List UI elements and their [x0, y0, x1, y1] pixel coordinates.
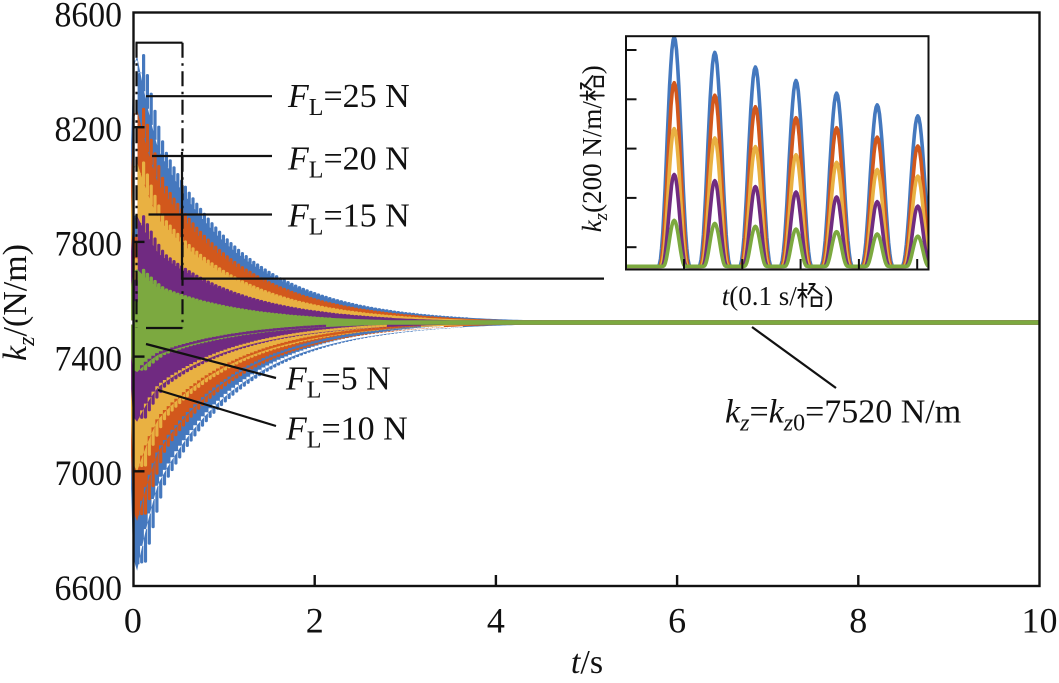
svg-text:): )	[577, 65, 607, 74]
svg-text:8600: 8600	[55, 0, 123, 34]
svg-text:kz(200 N/m/: kz(200 N/m/	[577, 101, 612, 233]
svg-text:8200: 8200	[55, 109, 123, 149]
svg-text:FL=5 N: FL=5 N	[285, 361, 391, 404]
svg-text:FL=10 N: FL=10 N	[285, 411, 408, 454]
svg-text:7800: 7800	[55, 224, 123, 264]
svg-text:6: 6	[668, 601, 686, 641]
svg-text:8: 8	[849, 601, 867, 641]
svg-text:10: 10	[1022, 601, 1058, 641]
svg-text:7400: 7400	[55, 338, 123, 378]
svg-text:FL=15 N: FL=15 N	[287, 198, 410, 241]
svg-text:4: 4	[487, 601, 505, 641]
svg-text:FL=20 N: FL=20 N	[287, 141, 410, 184]
svg-text:): )	[824, 281, 833, 311]
svg-text:7000: 7000	[55, 453, 123, 493]
svg-text:2: 2	[306, 601, 324, 641]
svg-text:6600: 6600	[55, 568, 123, 608]
svg-text:kz=kz0=7520 N/m: kz=kz0=7520 N/m	[725, 394, 961, 437]
svg-text:t(0.1 s/: t(0.1 s/	[722, 281, 798, 311]
svg-text:kz/(N/m): kz/(N/m)	[0, 244, 40, 361]
svg-text:0: 0	[124, 601, 142, 641]
svg-text:t/s: t/s	[571, 644, 603, 678]
svg-text:FL=25 N: FL=25 N	[287, 78, 410, 121]
